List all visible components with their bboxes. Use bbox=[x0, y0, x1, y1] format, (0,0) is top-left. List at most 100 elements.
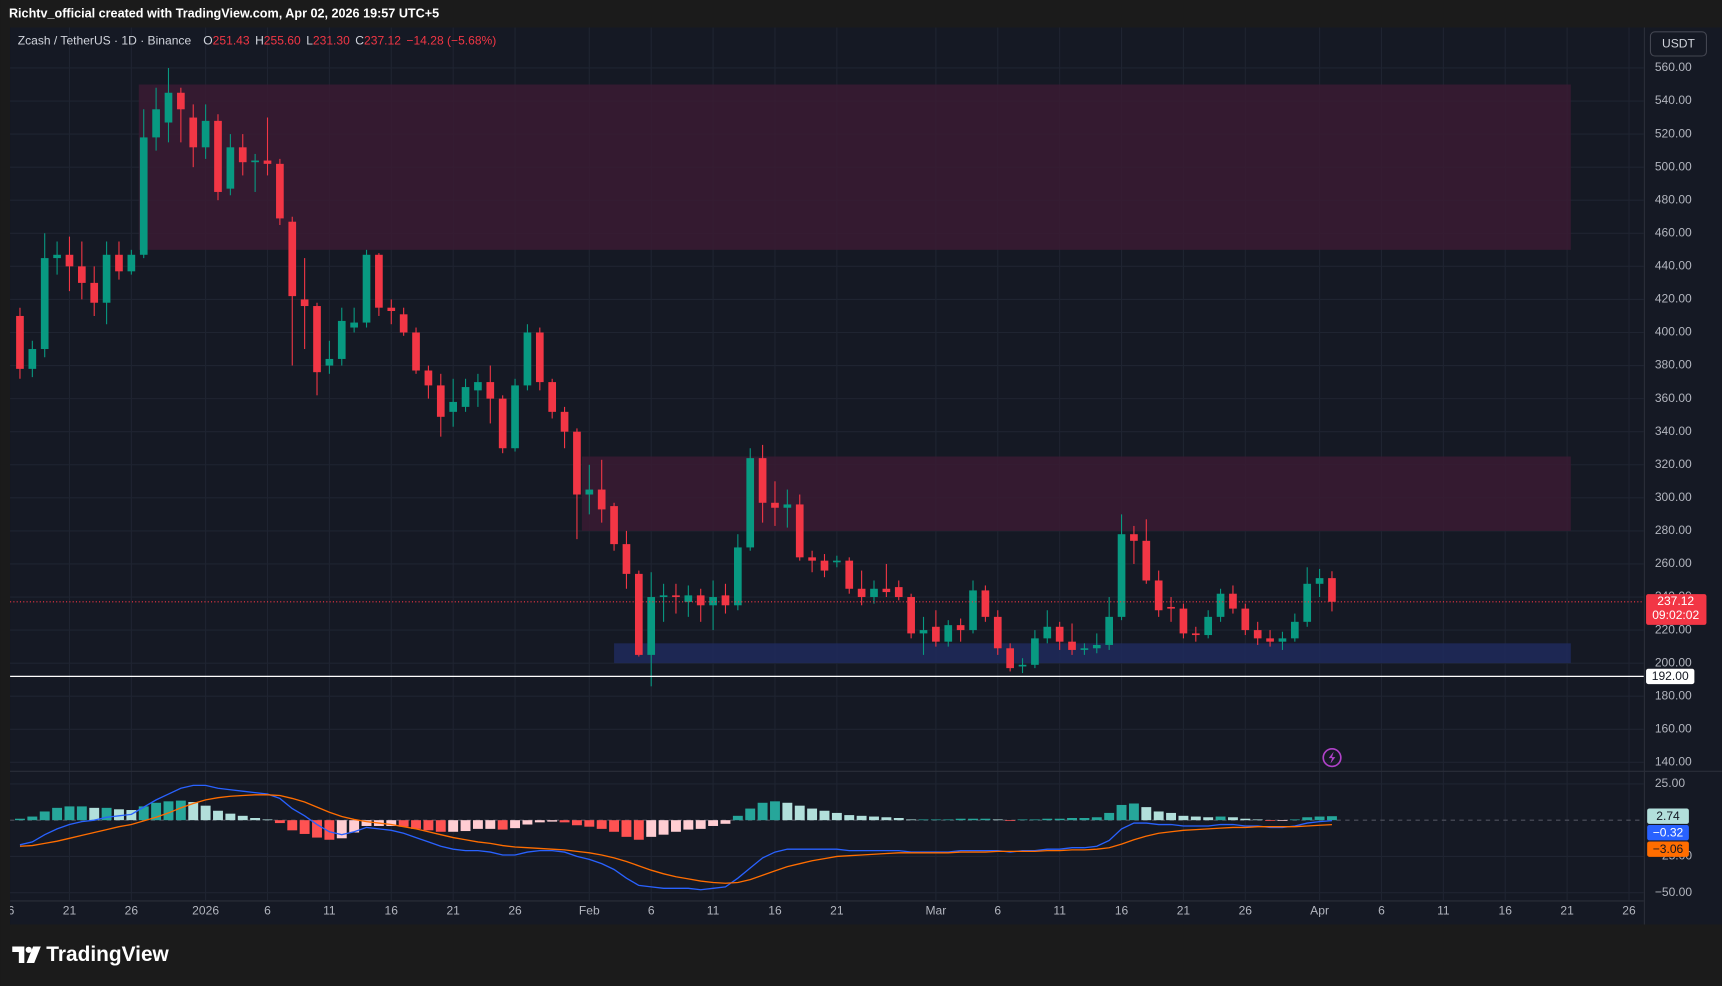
x-tick-label: 26 bbox=[1622, 904, 1636, 918]
histogram-bar bbox=[398, 820, 409, 827]
alert-icon[interactable] bbox=[1322, 748, 1342, 768]
brand-name: TradingView bbox=[46, 943, 169, 966]
candle-body bbox=[436, 385, 445, 417]
histogram-bar bbox=[1017, 819, 1028, 821]
candle-body bbox=[1105, 616, 1114, 645]
histogram-bar bbox=[175, 800, 186, 821]
candle-body bbox=[449, 401, 458, 412]
histogram-bar bbox=[1091, 817, 1102, 821]
histogram-value-label: 2.74 bbox=[1656, 809, 1680, 823]
candle-body bbox=[758, 458, 767, 503]
x-tick-label: 11 bbox=[707, 904, 720, 918]
zone bbox=[138, 84, 1571, 250]
candle-body bbox=[610, 506, 618, 545]
candle-body bbox=[1031, 638, 1039, 665]
candle-body bbox=[164, 92, 173, 123]
y-tick-label: 380.00 bbox=[1655, 358, 1692, 372]
macd-value-label: −0.32 bbox=[1653, 825, 1684, 839]
candle-body bbox=[721, 595, 730, 606]
candle-body bbox=[1055, 626, 1064, 642]
candle-body bbox=[498, 398, 507, 449]
histogram-bar bbox=[708, 820, 719, 826]
legend: Zcash / TetherUS · 1D · Binance O251.43 H… bbox=[18, 34, 497, 48]
currency-button-label[interactable]: USDT bbox=[1662, 37, 1695, 51]
candle-body bbox=[28, 349, 37, 369]
candle-body bbox=[1204, 616, 1213, 636]
histogram-bar bbox=[671, 820, 681, 832]
histogram-bar bbox=[683, 820, 694, 830]
candle-body bbox=[795, 504, 804, 558]
candle-body bbox=[1092, 644, 1101, 649]
histogram-bar bbox=[1141, 807, 1152, 821]
histogram-bar bbox=[770, 801, 780, 821]
x-tick-label: 6 bbox=[994, 904, 1001, 918]
histogram-bar bbox=[869, 816, 879, 821]
candle-body bbox=[535, 332, 544, 383]
histogram-bar bbox=[1289, 819, 1300, 821]
y-tick-label: 540.00 bbox=[1655, 93, 1692, 107]
y-tick-label: 340.00 bbox=[1655, 424, 1692, 438]
histogram-bar bbox=[324, 820, 335, 840]
signal-value-bg bbox=[1647, 841, 1689, 857]
macd-value-bg bbox=[1647, 824, 1689, 841]
candle-body bbox=[65, 254, 74, 267]
x-tick-label: 6 bbox=[648, 904, 655, 918]
candle-body bbox=[115, 254, 123, 272]
candle-body bbox=[696, 595, 705, 606]
candle-body bbox=[387, 307, 396, 311]
candle-body bbox=[622, 544, 631, 574]
histogram-bar bbox=[1277, 820, 1288, 821]
histogram-bar bbox=[893, 817, 904, 821]
candle-body bbox=[548, 382, 557, 412]
histogram-bar bbox=[497, 820, 508, 830]
x-tick-label: 16 bbox=[385, 904, 399, 918]
x-tick-label: 16 bbox=[1115, 904, 1129, 918]
candle-body bbox=[1290, 621, 1299, 639]
histogram-bar bbox=[510, 820, 521, 829]
x-tick-label: 26 bbox=[508, 904, 522, 918]
candle-body bbox=[597, 489, 606, 510]
x-tick-label: 6 bbox=[264, 904, 271, 918]
candle-body bbox=[969, 590, 977, 631]
candle-body bbox=[1043, 626, 1052, 639]
histogram-bar bbox=[472, 820, 483, 829]
y-tick-label: 260.00 bbox=[1655, 556, 1692, 570]
x-tick-label: 21 bbox=[830, 904, 844, 918]
histogram-bar bbox=[1240, 818, 1251, 821]
legend-value: 255.60 bbox=[264, 34, 301, 48]
candle-body bbox=[1216, 593, 1225, 617]
histogram-bar bbox=[89, 807, 100, 821]
candle-body bbox=[1328, 578, 1336, 602]
candle-body bbox=[1167, 606, 1175, 609]
candle-body bbox=[511, 385, 519, 449]
candle-body bbox=[40, 258, 49, 350]
histogram-bar bbox=[609, 820, 620, 832]
histogram-bar bbox=[1203, 817, 1214, 821]
candle-body bbox=[1241, 608, 1250, 631]
y-tick-label: 280.00 bbox=[1655, 523, 1692, 537]
histogram-bar bbox=[15, 818, 25, 821]
currency-button[interactable] bbox=[1649, 31, 1708, 57]
histogram-bar bbox=[52, 807, 63, 821]
candle-body bbox=[894, 587, 903, 598]
candle-body bbox=[870, 588, 878, 598]
candle-body bbox=[313, 306, 321, 373]
candle-body bbox=[238, 147, 247, 163]
histogram-bar bbox=[188, 802, 199, 821]
candle-body bbox=[201, 120, 210, 148]
y-tick-label: 560.00 bbox=[1655, 60, 1692, 74]
histogram-bar bbox=[1302, 817, 1313, 821]
histogram-bar bbox=[39, 811, 50, 821]
histogram-bar bbox=[534, 820, 545, 823]
histogram-bar bbox=[126, 810, 137, 821]
x-axis: 16 21 26 2026 6 11 16 21 26 Feb 6 11 16 21 Mar 6 11 16 21 2… bbox=[10, 904, 1636, 918]
histogram-bar bbox=[460, 820, 471, 832]
histogram-bar bbox=[200, 805, 211, 821]
histogram-bar bbox=[1079, 817, 1090, 821]
candle-body bbox=[139, 137, 148, 255]
histogram-bar bbox=[213, 810, 223, 821]
histogram-bar bbox=[349, 820, 360, 833]
histogram-bar bbox=[299, 820, 310, 834]
x-tick-label: 26 bbox=[125, 904, 139, 918]
